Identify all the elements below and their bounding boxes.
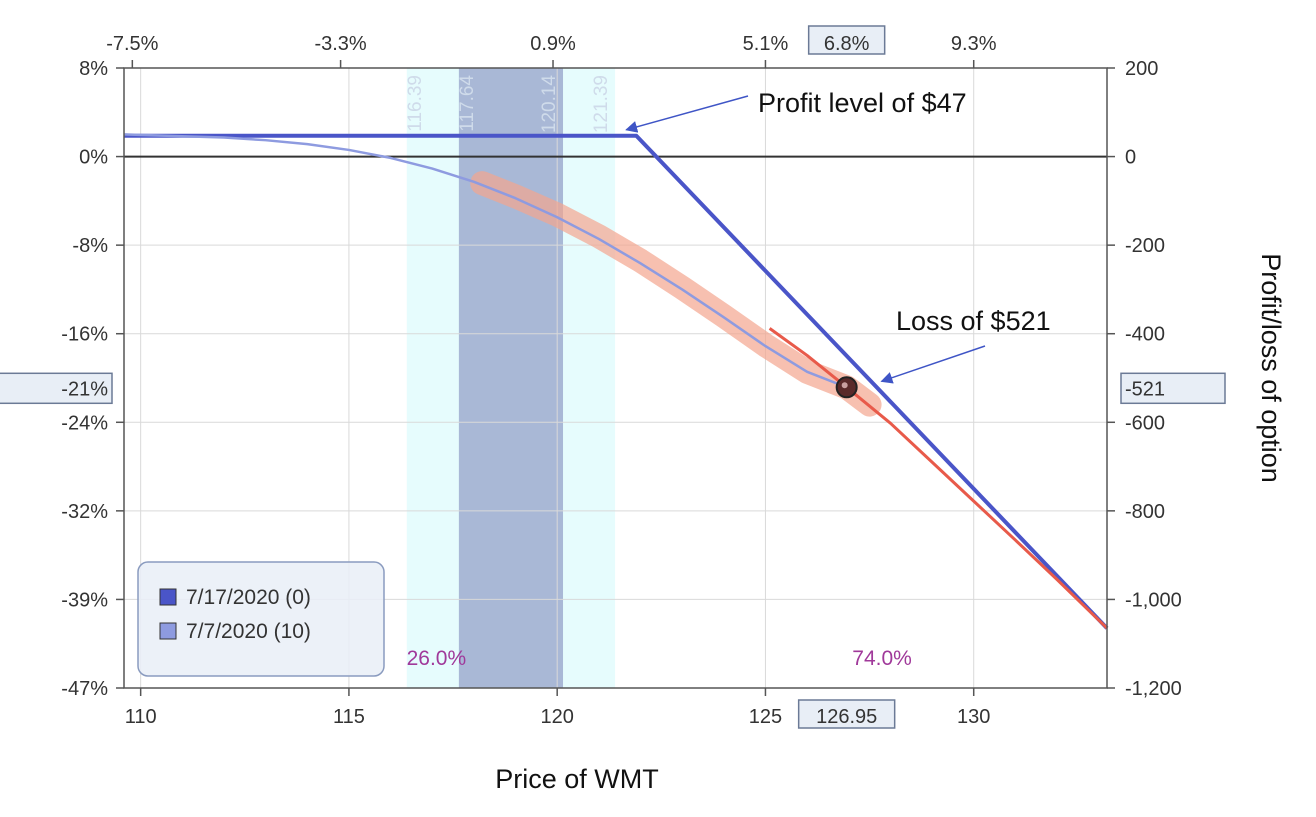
- band-boundary-label: 120.14: [539, 75, 560, 134]
- left-tick-label: -47%: [61, 678, 108, 700]
- legend-swatch: [159, 588, 177, 606]
- left-tick-label: -39%: [61, 589, 108, 611]
- right-tick-label: 200: [1125, 58, 1158, 80]
- pct-marker-box: [807, 25, 886, 55]
- top-tick-label: 9.3%: [951, 33, 997, 55]
- axes: [116, 60, 1115, 696]
- right-marker-label: -521: [1125, 378, 1165, 400]
- x-tick-label: 110: [125, 706, 157, 728]
- series-line-1: [124, 133, 1109, 630]
- x-tick-label: 120: [540, 706, 573, 728]
- right-tick-label: -200: [1125, 235, 1165, 257]
- marks: [835, 376, 858, 399]
- right-axis-title: Profit/loss of option: [1256, 253, 1286, 483]
- right-tick-label: -1,000: [1125, 589, 1182, 611]
- annotation-profit-arrow: [625, 95, 749, 133]
- plot-frame: [123, 67, 1108, 689]
- left-marker-box: [0, 372, 113, 405]
- right-tick-label: -1,200: [1125, 678, 1182, 700]
- price-marker-box: [797, 699, 896, 729]
- top-tick-label: 0.9%: [530, 33, 576, 55]
- x-tick-label: 115: [333, 706, 365, 728]
- right-tick-label: -800: [1125, 501, 1165, 523]
- series-lines: [123, 133, 1109, 630]
- current-point-highlight: [841, 382, 848, 389]
- series-line-3: [768, 327, 1109, 630]
- left-tick-label: -16%: [61, 324, 108, 346]
- left-tick-label: -32%: [61, 501, 108, 523]
- band-boundary-label: 116.39: [405, 75, 426, 132]
- right-tick-label: -600: [1125, 412, 1165, 434]
- series-line-2: [123, 133, 848, 389]
- band-boundary-label: 121.39: [591, 75, 612, 133]
- left-tick-label: 8%: [79, 58, 108, 80]
- range-band-2: [458, 68, 564, 688]
- left-tick-label: 0%: [79, 147, 108, 169]
- x-axis-title: Price of WMT: [495, 764, 659, 794]
- price-marker-label: 126.95: [816, 706, 877, 728]
- band-boundary-label: 117.64: [457, 75, 478, 132]
- right-tick-label: 0: [1125, 147, 1136, 169]
- right-marker-box: [1120, 372, 1226, 405]
- top-tick-label: -3.3%: [314, 33, 366, 55]
- legend: 7/17/2020 (0) 7/7/2020 (10): [137, 561, 385, 677]
- tick-labels: 110 115 120 125 130 126.95 -7.5% -3.3% 0.9% 5.1% 9…: [0, 25, 1286, 794]
- legend-swatch: [159, 622, 177, 640]
- x-tick-label: 130: [957, 706, 990, 728]
- top-tick-label: 5.1%: [743, 33, 789, 55]
- legend-label: 7/17/2020 (0): [186, 586, 311, 609]
- annotation-loss-arrow: [880, 345, 986, 384]
- x-tick-label: 125: [749, 706, 782, 728]
- annotation-profit-text: Profit level of $47: [758, 88, 967, 118]
- right-tick-label: -400: [1125, 324, 1165, 346]
- left-tick-label: -24%: [61, 412, 108, 434]
- annotations: Profit level of $47 Loss of $521: [625, 88, 1051, 384]
- annotation-loss-text: Loss of $521: [896, 306, 1051, 336]
- top-tick-label: -7.5%: [106, 33, 158, 55]
- legend-box: [137, 561, 385, 677]
- pct-marker-label: 6.8%: [824, 33, 870, 55]
- probability-label: 26.0%: [407, 647, 467, 670]
- left-tick-label: -8%: [72, 235, 108, 257]
- left-marker-label: -21%: [61, 378, 108, 400]
- probability-label: 74.0%: [852, 647, 912, 670]
- legend-label: 7/7/2020 (10): [186, 620, 311, 643]
